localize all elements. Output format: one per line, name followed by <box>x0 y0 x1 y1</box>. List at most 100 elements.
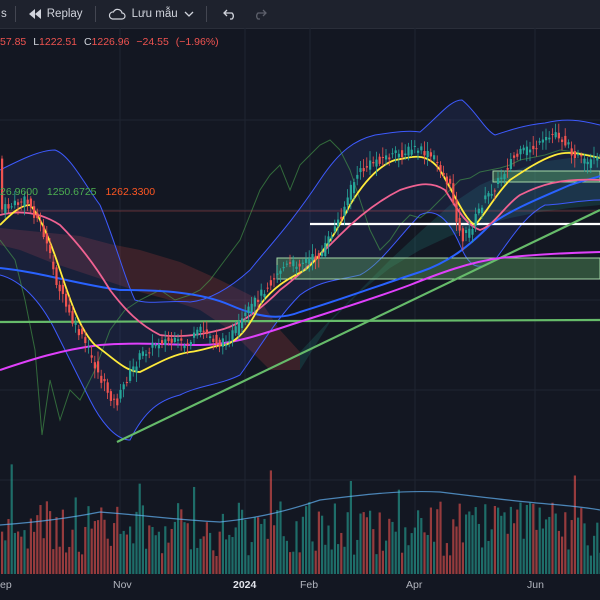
volume-bar <box>487 540 490 574</box>
candle-body <box>420 146 423 151</box>
close-label: C <box>83 36 92 48</box>
candle-body <box>33 206 36 218</box>
volume-bar <box>436 509 439 574</box>
candle-body <box>529 149 532 153</box>
toolbar-divider <box>14 6 16 22</box>
volume-bar <box>490 529 493 574</box>
volume-bar <box>327 525 330 574</box>
time-axis[interactable]: ep Nov 2024 Feb Apr Jun <box>0 574 600 600</box>
volume-bar <box>474 507 477 574</box>
candle-body <box>439 165 442 172</box>
candle-body <box>119 389 122 399</box>
volume-bar <box>279 501 282 574</box>
volume-bar <box>381 550 384 574</box>
volume-bar <box>122 530 125 574</box>
candle-body <box>327 236 330 245</box>
candle-body <box>487 193 490 197</box>
volume-bar <box>180 509 183 574</box>
volume-bar <box>7 519 10 574</box>
candle-body <box>503 173 506 180</box>
candle-body <box>477 208 480 214</box>
undo-button[interactable] <box>215 0 245 28</box>
volume-bar <box>452 519 455 574</box>
volume-bar <box>394 531 397 574</box>
volume-bar <box>583 523 586 574</box>
candle-body <box>231 330 234 340</box>
candle-body <box>570 148 573 156</box>
change-percent: (−1.96%) <box>175 36 219 48</box>
toolbar-divider <box>205 6 207 22</box>
volume-bar <box>132 543 135 574</box>
candle-body <box>135 366 138 373</box>
indicator-value-1: 26.9600 <box>0 186 38 198</box>
volume-bar <box>337 544 340 574</box>
volume-bar <box>151 526 154 574</box>
volume-bar <box>71 529 74 574</box>
volume-bar <box>311 541 314 574</box>
candle-body <box>353 182 356 194</box>
candle-body <box>311 253 314 261</box>
toolbar-truncated-label: s <box>1 8 7 20</box>
redo-button[interactable] <box>245 0 275 28</box>
candle-body <box>593 156 596 159</box>
volume-bar <box>221 513 224 574</box>
candle-body <box>10 206 13 208</box>
volume-bar <box>580 508 583 574</box>
volume-bar <box>458 503 461 574</box>
candle-body <box>404 153 407 156</box>
candle-body <box>330 236 333 239</box>
candle-body <box>458 217 461 231</box>
volume-bar <box>509 506 512 574</box>
volume-bar <box>273 525 276 574</box>
candle-body <box>212 338 215 342</box>
candle-body <box>138 353 141 360</box>
candle-body <box>39 221 42 223</box>
candle-body <box>77 329 80 336</box>
volume-bar <box>228 534 231 574</box>
volume-bar <box>289 552 292 574</box>
candle-body <box>141 351 144 356</box>
volume-bar <box>321 515 324 574</box>
candle-body <box>122 384 125 390</box>
candle-body <box>426 150 429 158</box>
volume-bar <box>375 554 378 574</box>
candle-body <box>113 398 116 400</box>
volume-bar <box>10 464 13 574</box>
candle-body <box>308 258 311 264</box>
chevron-down-icon[interactable] <box>184 10 194 18</box>
volume-bar <box>385 540 388 574</box>
x-tick-label: Feb <box>300 579 319 591</box>
volume-bar <box>477 523 480 574</box>
volume-bar <box>109 545 112 574</box>
candle-body <box>548 137 551 140</box>
volume-bar <box>113 523 116 574</box>
candle-body <box>490 193 493 196</box>
replay-button[interactable]: Replay <box>24 0 87 28</box>
volume-bar <box>39 505 42 574</box>
change-value: −24.55 <box>136 36 169 48</box>
volume-bar <box>36 515 39 574</box>
toolbar-truncated-item[interactable]: s <box>0 0 7 28</box>
candle-body <box>164 339 167 345</box>
price-chart[interactable] <box>0 28 600 574</box>
candle-body <box>541 139 544 143</box>
volume-bar <box>148 525 151 574</box>
volume-bar <box>593 535 596 574</box>
trend-line[interactable] <box>116 209 600 443</box>
candle-body <box>61 284 64 294</box>
candle-body <box>388 157 391 160</box>
candle-body <box>109 391 112 401</box>
volume-bars <box>1 464 600 574</box>
volume-bar <box>330 549 333 574</box>
candle-body <box>36 212 39 219</box>
save-template-button[interactable]: Lưu mẫu <box>104 0 198 28</box>
volume-bar <box>116 506 119 574</box>
ma-yellow-line <box>0 152 600 373</box>
lagging-span-line <box>0 139 600 436</box>
volume-bar <box>301 516 304 574</box>
candle-body <box>93 362 96 369</box>
volume-bar <box>81 554 84 574</box>
volume-bar <box>141 505 144 574</box>
volume-bar <box>29 518 32 574</box>
candle-body <box>49 244 52 254</box>
